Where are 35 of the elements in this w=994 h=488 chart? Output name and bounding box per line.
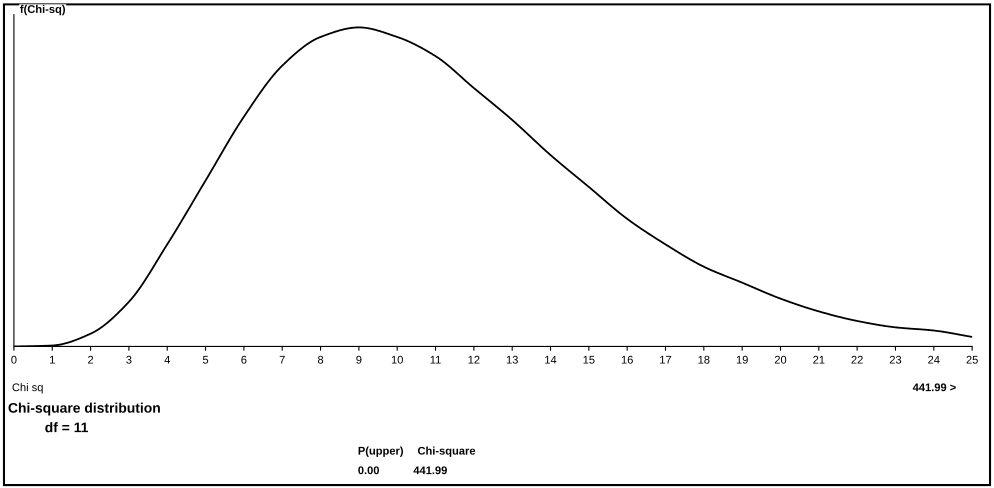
- y-axis-title: f(Chi-sq): [20, 4, 65, 16]
- x-tick-label: 7: [280, 356, 285, 364]
- x-tick-label: 25: [966, 356, 978, 364]
- text: df = 11: [45, 422, 88, 432]
- x-tick-label: 24: [928, 356, 940, 364]
- x-tick-label: 21: [813, 356, 824, 364]
- x-axis-title: Chi sq: [12, 383, 43, 394]
- x-tick-label: 23: [890, 356, 902, 364]
- text: Chi-square distribution: [8, 402, 160, 416]
- x-tick-label: 13: [506, 356, 518, 364]
- x-tick-label: 19: [736, 356, 748, 364]
- x-tick-label: 18: [698, 356, 710, 364]
- x-tick-label: 14: [545, 356, 556, 364]
- text: 441.99 >: [912, 383, 956, 392]
- x-tick-label: 6: [241, 356, 246, 364]
- x-tick-label: 5: [202, 356, 208, 364]
- x-tick-label: 9: [356, 356, 362, 364]
- x-tick-label: 22: [852, 356, 863, 364]
- x-tick-label: 16: [622, 356, 633, 364]
- text: 441.99: [413, 466, 447, 474]
- text: P(upper): [358, 446, 403, 457]
- x-tick-label: 8: [318, 356, 324, 364]
- x-tick-label: 4: [164, 356, 170, 364]
- x-tick-label: 17: [660, 356, 672, 364]
- x-tick-label: 11: [430, 356, 441, 364]
- x-tick-label: 12: [468, 356, 480, 364]
- text: Chi-square: [418, 446, 476, 457]
- x-tick-label: 15: [584, 356, 595, 364]
- x-tick-label: 2: [88, 356, 94, 364]
- x-tick-label: 0: [11, 356, 17, 364]
- x-tick-label: 20: [774, 356, 786, 364]
- text: 0.00: [358, 466, 380, 474]
- x-tick-label: 3: [126, 356, 132, 364]
- x-tick-label: 10: [392, 356, 403, 364]
- x-tick-label: 1: [50, 356, 55, 364]
